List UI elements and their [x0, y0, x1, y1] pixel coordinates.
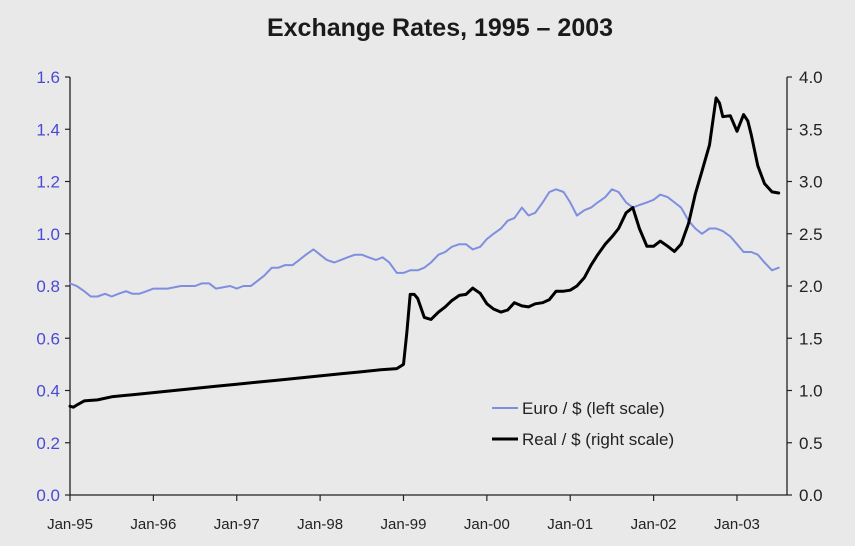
real-series-line: [68, 96, 781, 409]
left-tick-label: 0.0: [36, 486, 60, 505]
x-tick-label: Jan-02: [631, 516, 677, 533]
x-tick-label: Jan-03: [714, 516, 760, 533]
x-tick-label: Jan-01: [547, 516, 593, 533]
right-tick-label: 0.0: [799, 486, 823, 505]
euro-series-line: [69, 188, 780, 298]
right-tick-label: 3.5: [799, 120, 823, 139]
legend-label-real: Real / $ (right scale): [522, 430, 674, 449]
right-tick-label: 1.5: [799, 329, 823, 348]
x-tick-label: Jan-99: [381, 516, 427, 533]
right-tick-label: 3.0: [799, 173, 823, 192]
left-tick-label: 1.6: [36, 68, 60, 87]
right-tick-label: 2.5: [799, 225, 823, 244]
x-tick-label: Jan-97: [214, 516, 260, 533]
left-tick-label: 1.2: [36, 173, 60, 192]
x-tick-label: Jan-95: [47, 516, 93, 533]
left-tick-label: 0.8: [36, 277, 60, 296]
left-tick-label: 0.6: [36, 329, 60, 348]
x-tick-label: Jan-00: [464, 516, 510, 533]
right-tick-label: 2.0: [799, 277, 823, 296]
series-lines: [68, 96, 781, 409]
legend-label-euro: Euro / $ (left scale): [522, 399, 665, 418]
right-tick-label: 0.5: [799, 434, 823, 453]
right-tick-label: 1.0: [799, 382, 823, 401]
axes: 0.0 0.2 0.4 0.6 0.8 1.0 1.2 1.4 1.6 0.0 0.5 1.0 1.5 2…: [36, 68, 822, 533]
left-tick-label: 0.2: [36, 434, 60, 453]
left-tick-label: 1.4: [36, 120, 60, 139]
right-tick-label: 4.0: [799, 68, 823, 87]
chart-title: Exchange Rates, 1995 – 2003: [267, 14, 613, 42]
x-tick-label: Jan-98: [297, 516, 343, 533]
left-tick-label: 0.4: [36, 382, 60, 401]
x-tick-label: Jan-96: [130, 516, 176, 533]
legend: Euro / $ (left scale) Real / $ (right sc…: [492, 399, 674, 449]
left-tick-label: 1.0: [36, 225, 60, 244]
